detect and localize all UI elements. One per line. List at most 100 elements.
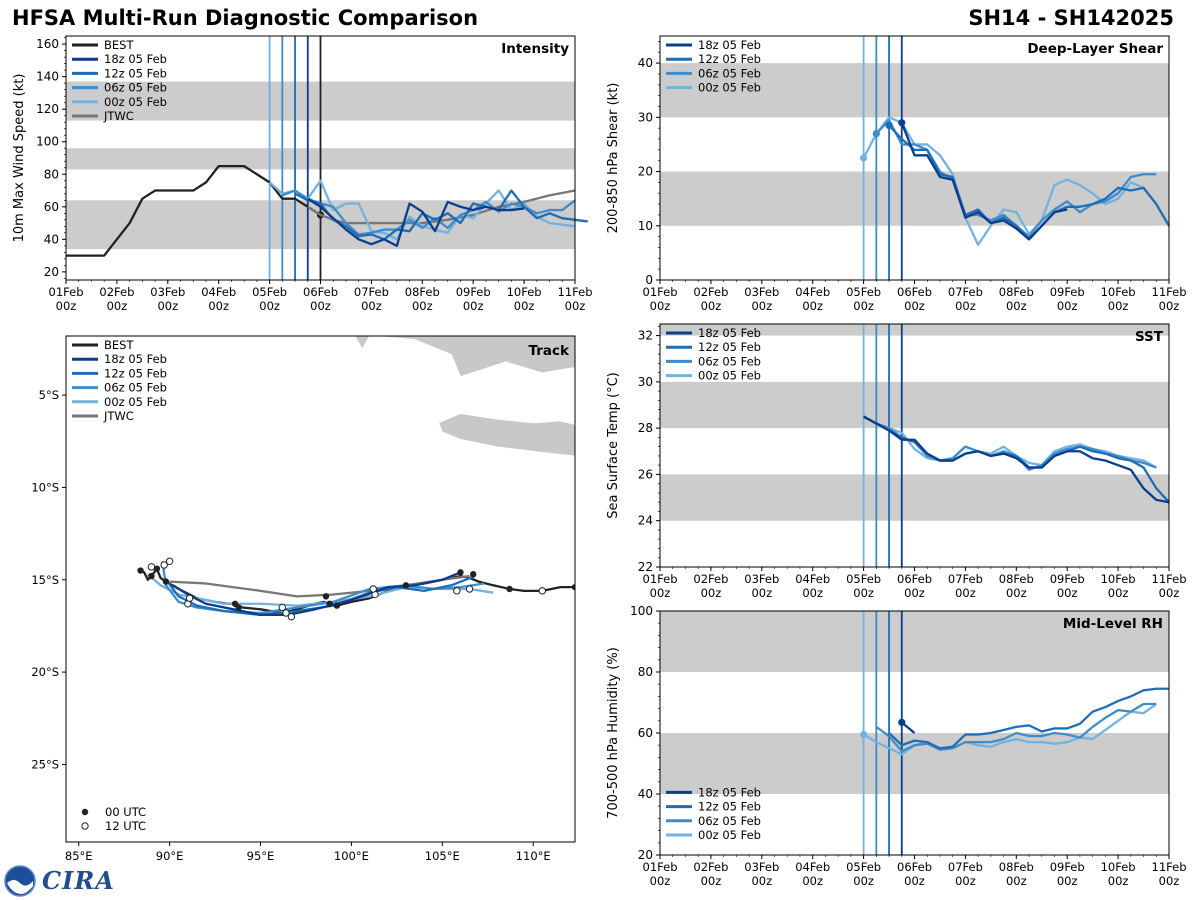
y-tick-label: 40 xyxy=(44,232,59,246)
y-tick-label: 120 xyxy=(36,102,59,116)
x-tick-hour: 00z xyxy=(701,299,722,313)
x-tick-hour: 00z xyxy=(463,299,484,313)
x-tick-day: 01Feb xyxy=(643,860,678,874)
y-tick-label: 40 xyxy=(638,56,653,70)
x-tick-day: 08Feb xyxy=(999,860,1034,874)
track-point-12utc xyxy=(453,587,461,595)
x-tick-hour: 00z xyxy=(1159,874,1180,888)
x-tick-day: 08Feb xyxy=(405,285,440,299)
threshold-band xyxy=(660,474,1169,521)
x-tick-day: 05Feb xyxy=(846,285,881,299)
legend-label-run12: 12z 05 Feb xyxy=(104,366,167,380)
y-tick-label: 60 xyxy=(44,200,59,214)
threshold-band xyxy=(660,381,1169,429)
x-tick-hour: 00z xyxy=(1108,299,1129,313)
legend-label-run06: 06z 05 Feb xyxy=(104,81,167,95)
series-line xyxy=(268,179,576,241)
y-tick-label: 10 xyxy=(638,219,653,233)
x-tick-hour: 00z xyxy=(259,299,280,313)
x-tick-label: 01Feb 00z xyxy=(643,860,678,888)
x-tick-hour: 00z xyxy=(514,299,535,313)
x-tick-label: 03Feb 00z xyxy=(744,860,779,888)
legend-label-best: BEST xyxy=(104,338,134,352)
legend-label-best: BEST xyxy=(104,38,134,52)
x-tick-day: 09Feb xyxy=(456,285,491,299)
x-tick-label: 11Feb 00z xyxy=(1152,285,1187,313)
x-tick-label: 90°E xyxy=(156,849,184,863)
x-tick-label: 05Feb 00z xyxy=(846,860,881,888)
x-tick-label: 10Feb 00z xyxy=(1101,860,1136,888)
track-line xyxy=(172,571,461,617)
series-line xyxy=(863,415,1157,469)
panel-title: Deep-Layer Shear xyxy=(1027,41,1163,57)
x-tick-day: 07Feb xyxy=(948,285,983,299)
x-tick-hour: 00z xyxy=(208,299,229,313)
x-tick-day: 07Feb xyxy=(948,572,983,586)
series-line xyxy=(307,197,525,247)
y-tick-label: 20 xyxy=(638,165,653,179)
x-tick-label: 03Feb 00z xyxy=(744,572,779,600)
x-tick-hour: 00z xyxy=(802,299,823,313)
x-tick-hour: 00z xyxy=(955,586,976,600)
x-tick-label: 110°E xyxy=(516,849,551,863)
x-tick-hour: 00z xyxy=(904,874,925,888)
x-tick-hour: 00z xyxy=(1108,586,1129,600)
x-tick-day: 02Feb xyxy=(99,285,134,299)
x-tick-hour: 00z xyxy=(1108,874,1129,888)
x-tick-label: 06Feb 00z xyxy=(897,860,932,888)
x-tick-hour: 00z xyxy=(1057,874,1078,888)
legend-label-run12: 12z 05 Feb xyxy=(698,340,761,354)
track-point-00utc xyxy=(571,583,575,591)
threshold-band xyxy=(660,324,1169,336)
y-tick-label: 30 xyxy=(638,375,653,389)
track-point-12utc xyxy=(165,557,174,565)
legend-label-run12: 12z 05 Feb xyxy=(698,800,761,814)
y-tick-label: 10°S xyxy=(31,480,59,494)
marker-legend-label: 00 UTC xyxy=(105,805,146,819)
x-tick-hour: 00z xyxy=(412,299,433,313)
y-tick-label: 20°S xyxy=(31,665,59,679)
x-tick-label: 01Feb 00z xyxy=(643,285,678,313)
x-tick-day: 11Feb xyxy=(1152,860,1187,874)
x-tick-day: 06Feb xyxy=(897,572,932,586)
series-line xyxy=(875,702,1157,753)
x-tick-day: 08Feb xyxy=(999,285,1034,299)
x-tick-label: 08Feb 00z xyxy=(999,285,1034,313)
x-tick-label: 02Feb 00z xyxy=(693,285,728,313)
x-tick-label: 02Feb 00z xyxy=(99,285,134,313)
x-tick-day: 04Feb xyxy=(795,285,830,299)
legend-label-jtwc: JTWC xyxy=(103,109,134,123)
x-tick-day: 11Feb xyxy=(558,285,593,299)
x-tick-label: 95°E xyxy=(247,849,275,863)
x-tick-label: 11Feb 00z xyxy=(1152,572,1187,600)
panel-title: Intensity xyxy=(501,41,569,57)
x-tick-hour: 00z xyxy=(1057,586,1078,600)
x-tick-day: 02Feb xyxy=(693,860,728,874)
x-tick-day: 10Feb xyxy=(1101,572,1136,586)
y-tick-label: 140 xyxy=(36,70,59,84)
plot-frame xyxy=(65,335,576,843)
y-tick-label: 22 xyxy=(638,560,653,574)
x-tick-day: 01Feb xyxy=(643,572,678,586)
x-tick-hour: 00z xyxy=(853,874,874,888)
x-tick-hour: 00z xyxy=(1006,299,1027,313)
legend-label-run06: 06z 05 Feb xyxy=(698,354,761,368)
x-tick-label: 09Feb 00z xyxy=(1050,572,1085,600)
x-tick-hour: 00z xyxy=(802,586,823,600)
track-point-12utc xyxy=(465,585,474,593)
track-point-00utc xyxy=(153,565,161,572)
x-tick-label: 04Feb 00z xyxy=(795,572,830,600)
x-tick-hour: 00z xyxy=(853,586,874,600)
legend-label-run12: 12z 05 Feb xyxy=(698,52,761,66)
track-point-12utc xyxy=(160,561,168,569)
x-tick-label: 09Feb 00z xyxy=(456,285,491,313)
track-line xyxy=(169,574,470,598)
x-tick-label: 03Feb 00z xyxy=(150,285,185,313)
x-tick-day: 02Feb xyxy=(693,572,728,586)
x-tick-day: 07Feb xyxy=(354,285,389,299)
x-tick-label: 04Feb 00z xyxy=(795,285,830,313)
x-tick-hour: 00z xyxy=(955,299,976,313)
x-tick-label: 85°E xyxy=(65,849,93,863)
track-point-00utc xyxy=(235,604,242,611)
x-tick-label: 08Feb 00z xyxy=(405,285,440,313)
